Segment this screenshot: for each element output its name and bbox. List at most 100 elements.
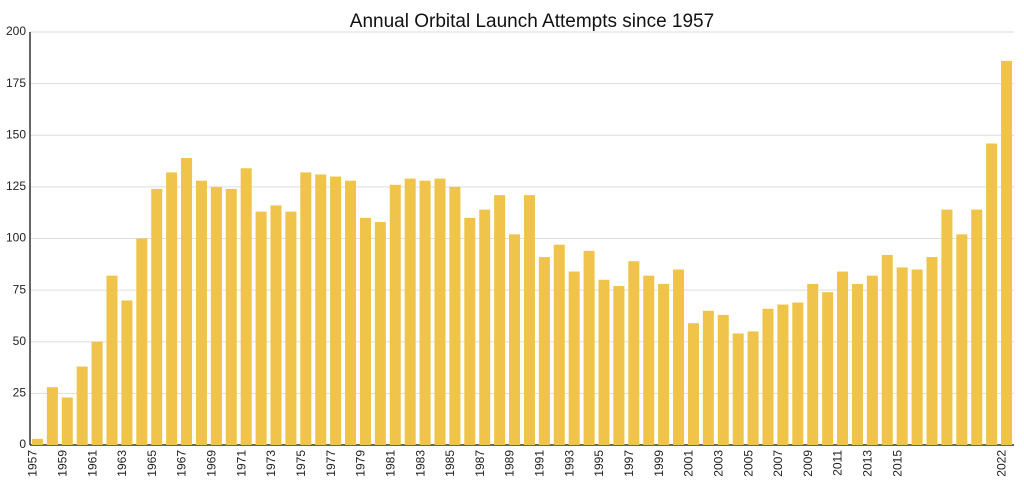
x-tick-label: 1989 <box>503 450 517 477</box>
bar <box>46 387 58 445</box>
bar <box>389 184 401 445</box>
y-tick-label: 150 <box>6 127 26 141</box>
bar <box>285 211 297 445</box>
bar <box>195 180 207 445</box>
x-tick-label: 2007 <box>771 450 785 477</box>
bar <box>255 211 267 445</box>
bar <box>792 302 804 445</box>
bar <box>822 292 834 445</box>
y-tick-label: 25 <box>13 386 27 400</box>
bar <box>106 275 118 445</box>
x-tick-label: 2015 <box>890 450 904 477</box>
x-tick-label: 2009 <box>801 450 815 477</box>
bar <box>777 304 789 445</box>
x-tick-label: 1967 <box>175 450 189 477</box>
bar <box>926 257 938 445</box>
bar <box>509 234 521 445</box>
bar <box>687 323 699 445</box>
bar <box>762 308 774 445</box>
bar <box>941 209 953 445</box>
bar <box>240 168 252 446</box>
bar <box>151 188 163 445</box>
x-tick-label: 1993 <box>562 450 576 477</box>
bar <box>732 333 744 445</box>
bar <box>31 438 43 445</box>
y-tick-label: 50 <box>13 334 27 348</box>
y-tick-label: 0 <box>19 437 26 451</box>
bar <box>971 209 983 445</box>
x-tick-label: 1991 <box>533 450 547 477</box>
bar <box>911 269 923 445</box>
bar <box>523 195 535 445</box>
x-tick-label: 1997 <box>622 450 636 477</box>
bar <box>225 188 237 445</box>
y-tick-label: 200 <box>6 24 26 38</box>
bar <box>538 257 550 445</box>
bar <box>1001 60 1013 445</box>
bar <box>166 172 178 446</box>
x-tick-label: 2003 <box>711 450 725 477</box>
bar <box>673 269 685 445</box>
x-tick-label: 1969 <box>205 450 219 477</box>
bar <box>568 271 580 445</box>
x-tick-label: 2011 <box>831 450 845 476</box>
bar <box>613 285 625 445</box>
bar <box>986 143 998 445</box>
bar <box>419 180 431 445</box>
bar <box>479 209 491 445</box>
bar <box>464 217 476 445</box>
y-tick-label: 100 <box>6 231 26 245</box>
bar <box>643 275 655 445</box>
x-tick-label: 2001 <box>682 450 696 477</box>
bar <box>359 217 371 445</box>
bar <box>658 283 670 445</box>
bar <box>628 261 640 445</box>
x-tick-label: 1985 <box>443 450 457 477</box>
bar <box>553 244 565 445</box>
x-tick-label: 1983 <box>413 450 427 477</box>
x-tick-label: 2013 <box>861 450 875 477</box>
x-tick-label: 1981 <box>383 450 397 477</box>
y-tick-label: 75 <box>13 282 27 296</box>
x-tick-label: 1965 <box>145 450 159 477</box>
bar <box>866 275 878 445</box>
y-tick-label: 175 <box>6 76 26 90</box>
x-tick-label: 1973 <box>264 450 278 477</box>
bar <box>210 186 222 445</box>
bar <box>583 250 595 445</box>
bar <box>956 234 968 445</box>
bar <box>300 172 312 446</box>
x-tick-label: 1975 <box>294 450 308 477</box>
bar <box>61 397 73 445</box>
x-tick-label: 1979 <box>354 450 368 477</box>
bar <box>494 195 506 445</box>
bar <box>896 267 908 445</box>
bar <box>374 221 386 445</box>
x-tick-label: 1963 <box>115 450 129 477</box>
x-tick-label: 2005 <box>741 450 755 477</box>
x-tick-label: 1977 <box>324 450 338 477</box>
bar <box>330 176 342 446</box>
bar <box>717 314 729 445</box>
bar <box>91 341 103 445</box>
bar <box>345 180 357 445</box>
bar <box>136 238 148 445</box>
bar <box>837 271 849 445</box>
x-tick-label: 2022 <box>995 450 1009 477</box>
bar <box>807 283 819 445</box>
x-tick-label: 1959 <box>55 450 69 477</box>
bar <box>598 279 610 445</box>
bar <box>851 283 863 445</box>
bar <box>434 178 446 446</box>
bar <box>881 255 893 445</box>
x-tick-label: 1987 <box>473 450 487 477</box>
bar <box>315 174 327 446</box>
bar <box>121 300 133 445</box>
x-tick-label: 1971 <box>234 450 248 477</box>
bar <box>404 178 416 446</box>
x-tick-label: 1999 <box>652 450 666 477</box>
x-tick-label: 1995 <box>592 450 606 477</box>
bar <box>747 331 759 445</box>
x-tick-label: 1961 <box>85 450 99 477</box>
